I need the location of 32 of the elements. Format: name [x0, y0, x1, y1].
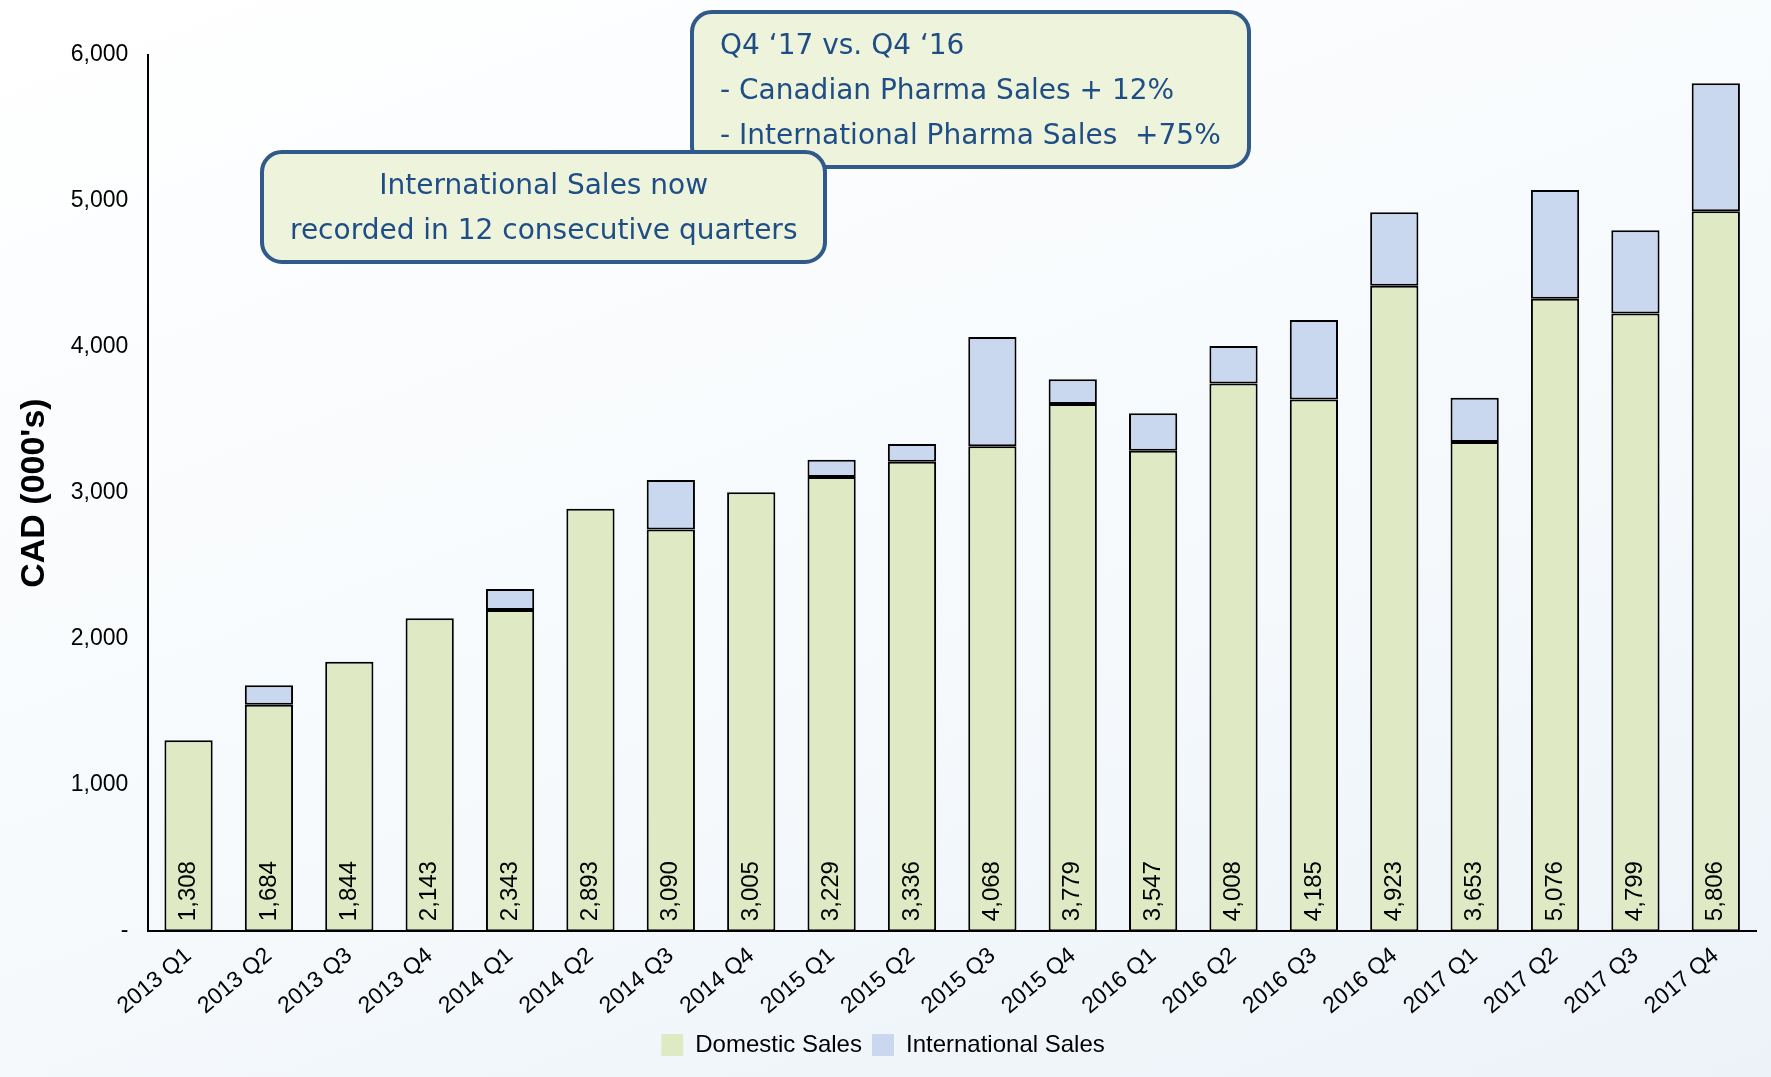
- total-label: 4,068: [976, 861, 1004, 922]
- y-tick-label: 2,000: [70, 624, 129, 651]
- total-label: 4,008: [1218, 861, 1246, 922]
- total-label: 2,893: [575, 861, 603, 922]
- total-label: 5,076: [1539, 861, 1567, 922]
- total-label: 4,923: [1378, 861, 1406, 922]
- y-tick-label: 3,000: [70, 478, 129, 505]
- total-label: 1,308: [173, 861, 201, 922]
- total-label: 5,806: [1700, 861, 1728, 922]
- total-label: 4,185: [1298, 861, 1326, 922]
- y-tick-label: 6,000: [70, 40, 129, 67]
- total-label: 3,005: [735, 861, 763, 922]
- legend-label: International Sales: [905, 1029, 1105, 1057]
- legend-label: Domestic Sales: [695, 1029, 862, 1057]
- total-label: 1,684: [253, 861, 281, 922]
- total-label: 3,653: [1459, 861, 1487, 922]
- total-label: 3,090: [655, 861, 683, 922]
- y-tick-label: -: [120, 916, 129, 943]
- total-label: 2,143: [414, 861, 442, 922]
- y-tick-label: 4,000: [70, 332, 129, 359]
- total-label: 3,779: [1057, 861, 1085, 922]
- total-label: 2,343: [494, 861, 522, 922]
- y-tick-label: 1,000: [70, 770, 129, 797]
- total-label: 3,547: [1137, 861, 1165, 922]
- y-axis-title: CAD (000's): [12, 398, 51, 588]
- y-tick-label: 5,000: [70, 186, 129, 213]
- total-label: 1,844: [333, 861, 361, 922]
- total-label: 3,229: [816, 861, 844, 922]
- total-label: 3,336: [896, 861, 924, 922]
- total-label: 4,799: [1620, 861, 1648, 922]
- annotation: International Sales now recorded in 12 consecutive quarters: [260, 150, 828, 264]
- annotation: Q4 ‘17 vs. Q4 ‘16 - Canadian Pharma Sales + 12% - International Pharma Sales +75%: [690, 10, 1251, 169]
